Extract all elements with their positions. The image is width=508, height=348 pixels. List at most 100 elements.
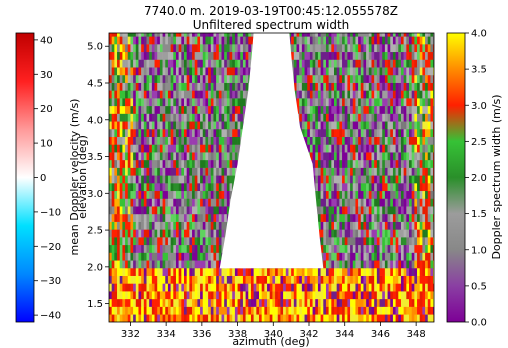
heatmap-cell — [347, 152, 351, 161]
heatmap-cell — [181, 260, 185, 269]
heatmap-cell — [216, 128, 220, 137]
heatmap-cell — [170, 90, 174, 99]
heatmap-cell — [347, 206, 351, 215]
heatmap-cell — [175, 144, 179, 153]
heatmap-cell — [141, 175, 145, 184]
heatmap-cell — [111, 33, 115, 37]
heatmap-cell — [384, 183, 388, 192]
heatmap-cell — [395, 198, 399, 207]
y-tick-label: 2.5 — [87, 226, 103, 237]
colorbar-tick-label: 30 — [40, 70, 53, 81]
heatmap-cell — [358, 275, 362, 284]
heatmap-cell — [350, 175, 354, 184]
heatmap-cell — [130, 190, 134, 199]
heatmap-cell — [189, 121, 193, 130]
heatmap-cell — [403, 67, 407, 76]
heatmap-cell — [178, 152, 182, 161]
heatmap-cell — [114, 190, 118, 199]
heatmap-cell — [138, 33, 142, 37]
heatmap-cell — [419, 206, 423, 215]
heatmap-cell — [122, 90, 126, 99]
heatmap-cell — [143, 113, 147, 122]
heatmap-cell — [154, 59, 158, 68]
heatmap-cell — [232, 175, 236, 184]
heatmap-cell — [320, 144, 324, 153]
heatmap-cell — [400, 190, 404, 199]
heatmap-cell — [325, 159, 329, 168]
heatmap-cell — [149, 267, 153, 276]
heatmap-cell — [133, 275, 137, 284]
heatmap-cell — [232, 67, 236, 76]
heatmap-cell — [384, 206, 388, 215]
heatmap-cell — [419, 128, 423, 137]
heatmap-cell — [411, 82, 415, 91]
heatmap-cell — [240, 291, 244, 300]
heatmap-cell — [406, 314, 410, 322]
heatmap-cell — [109, 198, 112, 207]
heatmap-cell — [422, 67, 426, 76]
heatmap-cell — [167, 167, 171, 176]
heatmap-cell — [331, 144, 335, 153]
heatmap-cell — [411, 175, 415, 184]
heatmap-cell — [162, 175, 166, 184]
heatmap-cell — [417, 82, 421, 91]
heatmap-cell — [109, 105, 112, 114]
heatmap-cell — [374, 175, 378, 184]
heatmap-cell — [210, 67, 214, 76]
heatmap-cell — [149, 190, 153, 199]
heatmap-cell — [173, 113, 177, 122]
heatmap-cell — [127, 283, 131, 292]
heatmap-cell — [210, 213, 214, 222]
heatmap-cell — [272, 275, 276, 284]
heatmap-cell — [368, 90, 372, 99]
heatmap-cell — [234, 298, 238, 307]
heatmap-cell — [382, 244, 386, 253]
heatmap-cell — [315, 267, 319, 276]
heatmap-cell — [114, 82, 118, 91]
heatmap-cell — [366, 74, 370, 83]
heatmap-cell — [240, 33, 244, 37]
heatmap-cell — [430, 314, 434, 322]
heatmap-cell — [175, 98, 179, 107]
heatmap-cell — [371, 51, 375, 60]
heatmap-cell — [342, 267, 346, 276]
heatmap-cell — [417, 36, 421, 45]
heatmap-cell — [320, 128, 324, 137]
heatmap-cell — [154, 244, 158, 253]
heatmap-cell — [323, 275, 327, 284]
heatmap-cell — [216, 252, 220, 261]
heatmap-cell — [229, 67, 233, 76]
heatmap-cell — [133, 291, 137, 300]
heatmap-cell — [409, 152, 412, 161]
heatmap-cell — [390, 152, 394, 161]
heatmap-cell — [117, 213, 121, 222]
heatmap-cell — [425, 121, 429, 130]
heatmap-cell — [406, 183, 410, 192]
heatmap-cell — [192, 59, 196, 68]
heatmap-cell — [355, 159, 359, 168]
heatmap-cell — [334, 260, 337, 269]
heatmap-cell — [240, 267, 244, 276]
heatmap-cell — [259, 275, 262, 284]
heatmap-cell — [384, 152, 388, 161]
heatmap-cell — [197, 252, 201, 261]
heatmap-cell — [379, 213, 383, 222]
heatmap-cell — [165, 175, 169, 184]
heatmap-cell — [175, 121, 179, 130]
heatmap-cell — [194, 82, 198, 91]
heatmap-cell — [325, 82, 329, 91]
colorbar-tick-label: −30 — [40, 276, 61, 287]
heatmap-cell — [293, 267, 297, 276]
heatmap-cell — [208, 167, 212, 176]
heatmap-cell — [304, 113, 308, 122]
heatmap-cell — [141, 237, 145, 246]
heatmap-cell — [149, 82, 153, 91]
heatmap-cell — [130, 44, 134, 53]
heatmap-cell — [366, 183, 370, 192]
heatmap-cell — [157, 51, 161, 60]
heatmap-cell — [293, 36, 297, 45]
heatmap-cell — [307, 291, 311, 300]
heatmap-cell — [141, 74, 145, 83]
heatmap-cell — [157, 298, 161, 307]
heatmap-cell — [344, 67, 348, 76]
